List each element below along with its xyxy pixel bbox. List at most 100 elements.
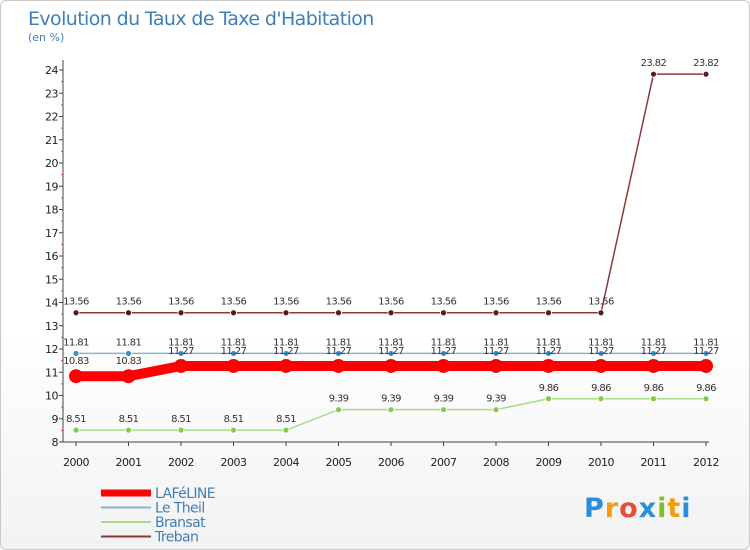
x-tick-label: 2005 <box>326 456 352 469</box>
data-point <box>177 426 185 434</box>
x-tick-label: 2008 <box>483 456 509 469</box>
data-label: 23.82 <box>641 58 667 69</box>
data-point <box>279 358 293 373</box>
x-tick-label: 2010 <box>588 456 614 469</box>
brand-letter: r <box>605 493 619 524</box>
chart-subtitle: (en %) <box>28 31 64 44</box>
brand-letter: x <box>639 493 657 524</box>
data-point <box>492 309 500 317</box>
data-point <box>702 350 710 357</box>
data-label: 11.27 <box>378 346 404 357</box>
x-tick-label: 2000 <box>63 456 89 469</box>
data-point <box>699 358 713 373</box>
data-point <box>177 350 185 357</box>
y-tick-label: 20 <box>45 157 58 170</box>
brand-letter: t <box>667 493 681 524</box>
data-point <box>702 395 710 403</box>
data-point <box>335 350 342 357</box>
legend-label: Le Theil <box>155 501 205 517</box>
x-tick-label: 2012 <box>693 456 719 469</box>
data-point <box>125 309 132 317</box>
data-point <box>492 350 500 357</box>
data-point <box>646 358 661 373</box>
data-label: 13.56 <box>326 297 352 308</box>
data-label: 11.81 <box>693 337 719 348</box>
data-point <box>177 309 185 317</box>
data-point <box>492 406 500 414</box>
data-label: 8.51 <box>224 414 244 425</box>
data-point <box>545 395 552 403</box>
y-tick-label: 15 <box>45 273 58 286</box>
data-label: 9.86 <box>696 383 716 394</box>
data-point <box>597 395 605 403</box>
data-label: 11.27 <box>693 346 719 357</box>
brand-letter: i <box>657 493 667 524</box>
y-tick-label: 18 <box>45 204 58 217</box>
data-label: 9.39 <box>329 394 349 405</box>
data-point <box>545 350 552 357</box>
data-label: 11.27 <box>536 346 562 357</box>
brand-letter: o <box>619 493 639 524</box>
x-tick-label: 2001 <box>116 456 142 469</box>
x-tick-label: 2006 <box>378 456 404 469</box>
data-point <box>282 426 290 434</box>
data-label: 11.81 <box>431 337 457 348</box>
data-label: 11.27 <box>483 346 509 357</box>
brand-letter: i <box>681 493 691 524</box>
data-label: 13.56 <box>116 297 142 308</box>
data-label: 11.81 <box>483 337 509 348</box>
data-point <box>440 350 447 357</box>
data-point <box>69 369 83 384</box>
data-label: 11.27 <box>326 346 352 357</box>
data-label: 11.27 <box>588 346 614 357</box>
data-label: 11.27 <box>431 346 457 357</box>
data-label: 11.27 <box>221 346 247 357</box>
data-point <box>436 358 451 373</box>
data-label: 9.86 <box>644 383 664 394</box>
data-point <box>650 70 657 78</box>
y-tick-label: 14 <box>45 297 58 310</box>
data-label: 11.27 <box>641 346 667 357</box>
data-point <box>72 309 80 317</box>
data-point <box>702 70 710 78</box>
data-label: 11.81 <box>273 337 299 348</box>
data-label: 9.86 <box>539 383 559 394</box>
data-label: 13.56 <box>431 297 457 308</box>
legend-label: Treban <box>154 530 198 546</box>
data-labels: 13.56 13.56 13.56 13.56 13.56 13.56 13.56 13.56… <box>63 58 719 425</box>
data-label: 8.51 <box>171 414 191 425</box>
data-point <box>331 358 346 373</box>
data-point <box>650 395 657 403</box>
data-point <box>650 350 657 357</box>
x-tick-label: 2007 <box>431 456 457 469</box>
data-label: 23.82 <box>693 58 719 69</box>
series-layer <box>69 70 713 434</box>
data-point <box>282 309 290 317</box>
x-tick-label: 2002 <box>168 456 194 469</box>
data-label: 13.56 <box>483 297 509 308</box>
data-label: 13.56 <box>221 297 247 308</box>
data-label: 13.56 <box>588 297 614 308</box>
y-tick-label: 21 <box>45 134 58 147</box>
data-point <box>125 350 132 357</box>
data-label: 11.81 <box>168 337 194 348</box>
x-tick-label: 2003 <box>221 456 247 469</box>
data-label: 10.83 <box>116 356 142 367</box>
data-label: 11.81 <box>63 337 89 348</box>
data-label: 11.81 <box>221 337 247 348</box>
data-point <box>174 358 188 373</box>
data-point <box>230 426 237 434</box>
x-tick-label: 2009 <box>536 456 562 469</box>
data-point <box>335 406 342 414</box>
data-label: 9.39 <box>381 394 401 405</box>
data-label: 11.81 <box>588 337 614 348</box>
data-label: 8.51 <box>119 414 139 425</box>
x-tick-label: 2011 <box>641 456 667 469</box>
data-point <box>226 358 241 373</box>
brand-letter: P <box>584 493 605 524</box>
y-tick-label: 24 <box>45 64 58 77</box>
y-tick-label: 23 <box>45 87 58 100</box>
y-tick-label: 17 <box>45 227 58 240</box>
data-label: 13.56 <box>168 297 194 308</box>
